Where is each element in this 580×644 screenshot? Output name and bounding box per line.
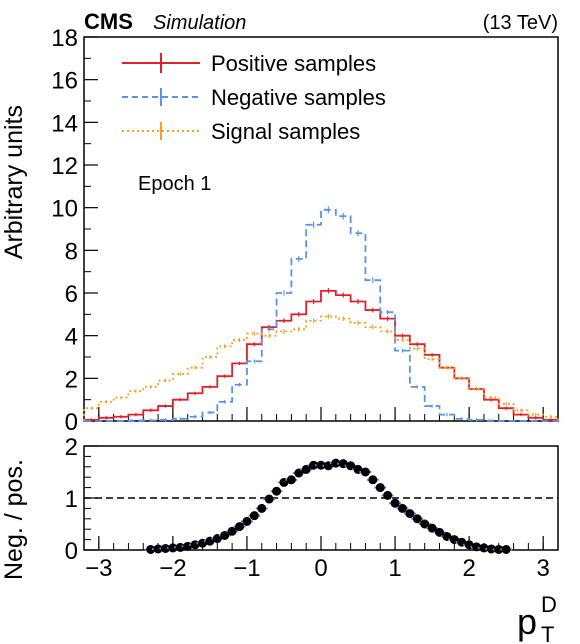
legend-entry-positive: Positive samples [122, 51, 376, 76]
ratio-point [412, 514, 422, 524]
lower-x-tick-label: 3 [537, 555, 550, 582]
lower-y-tick-label: 0 [65, 538, 78, 565]
histogram-negative-line [84, 208, 558, 422]
upper-y-tick-label: 0 [65, 409, 78, 436]
ratio-point [183, 541, 193, 551]
ratio-point [175, 542, 185, 552]
upper-y-tick-label: 4 [65, 324, 78, 351]
ratio-point [375, 483, 385, 493]
x-axis-title-subscript: T [541, 622, 554, 644]
ratio-point [242, 516, 252, 526]
legend-signal-label: Signal samples [211, 119, 360, 144]
ratio-point [501, 544, 511, 554]
upper-y-tick-label: 10 [51, 196, 78, 223]
ratio-point [309, 460, 319, 470]
legend: Positive samples Negative samples Signal… [122, 51, 386, 144]
ratio-point [168, 543, 178, 553]
lower-y-tick-label: 1 [65, 486, 78, 513]
ratio-point [435, 527, 444, 537]
ratio-point [272, 486, 282, 496]
ratio-point [486, 544, 496, 554]
ratio-point [294, 468, 304, 478]
ratio-point [190, 540, 200, 550]
upper-y-tick-label: 8 [65, 238, 78, 265]
upper-y-tick-label: 12 [51, 153, 78, 180]
upper-y-tick-label: 6 [65, 281, 78, 308]
ratio-point [346, 461, 356, 471]
ratio-point [420, 519, 430, 529]
upper-y-axis-title: Arbitrary units [0, 105, 28, 259]
lower-x-tick-labels: −3 −2 −1 0 1 2 3 [85, 555, 550, 582]
ratio-point [153, 544, 163, 554]
ratio-point [383, 490, 393, 500]
lower-x-tick-label: 0 [314, 555, 327, 582]
ratio-point [316, 460, 326, 470]
ratio-point [227, 526, 237, 536]
ratio-point [405, 509, 415, 519]
ratio-point [494, 544, 504, 554]
lower-x-tick-label: −1 [233, 555, 260, 582]
lower-x-tick-label: −3 [85, 555, 112, 582]
ratio-point [390, 498, 400, 508]
ratio-point [479, 543, 489, 553]
ratio-point [220, 530, 230, 540]
histogram-positive-line [83, 289, 559, 421]
legend-entry-signal: Signal samples [122, 119, 360, 144]
upper-y-tick-label: 16 [51, 68, 78, 95]
lower-x-tick-label: 2 [462, 555, 475, 582]
upper-y-tick-label: 18 [51, 25, 78, 52]
lower-x-tick-label: 1 [388, 555, 401, 582]
epoch-annotation: Epoch 1 [138, 173, 211, 195]
ratio-point [249, 511, 259, 521]
ratio-point [427, 523, 437, 533]
ratio-point [301, 464, 311, 474]
upper-axis-ticks [83, 36, 559, 422]
simulation-label: Simulation [153, 12, 246, 34]
ratio-point [397, 503, 407, 513]
ratio-point [286, 475, 296, 485]
upper-y-tick-label: 14 [51, 110, 78, 137]
histogram-signal-line [83, 315, 559, 421]
x-axis-title-superscript: D [541, 592, 557, 617]
energy-label: (13 TeV) [483, 12, 558, 34]
ratio-point [368, 475, 378, 485]
ratio-point [160, 543, 170, 553]
lower-y-axis-title: Neg. / pos. [0, 459, 28, 580]
cms-label: CMS [84, 9, 133, 34]
upper-y-tick-label: 2 [65, 366, 78, 393]
ratio-point [146, 544, 156, 554]
ratio-points [144, 458, 513, 554]
upper-y-tick-labels: 0 2 4 6 8 10 12 14 16 18 [51, 25, 78, 436]
lower-y-tick-labels: 0 1 2 [65, 434, 78, 565]
legend-entry-negative: Negative samples [122, 85, 386, 110]
ratio-point [257, 503, 267, 513]
ratio-point [472, 542, 482, 552]
lower-y-tick-label: 2 [65, 434, 78, 461]
ratio-point [264, 494, 274, 504]
legend-positive-label: Positive samples [211, 51, 376, 76]
ratio-point [235, 522, 245, 532]
ratio-point [331, 458, 341, 468]
x-axis-title: p [517, 601, 537, 642]
legend-negative-label: Negative samples [211, 85, 386, 110]
ratio-point [360, 467, 370, 477]
histogram-series [83, 206, 559, 423]
lower-x-tick-label: −2 [159, 555, 186, 582]
